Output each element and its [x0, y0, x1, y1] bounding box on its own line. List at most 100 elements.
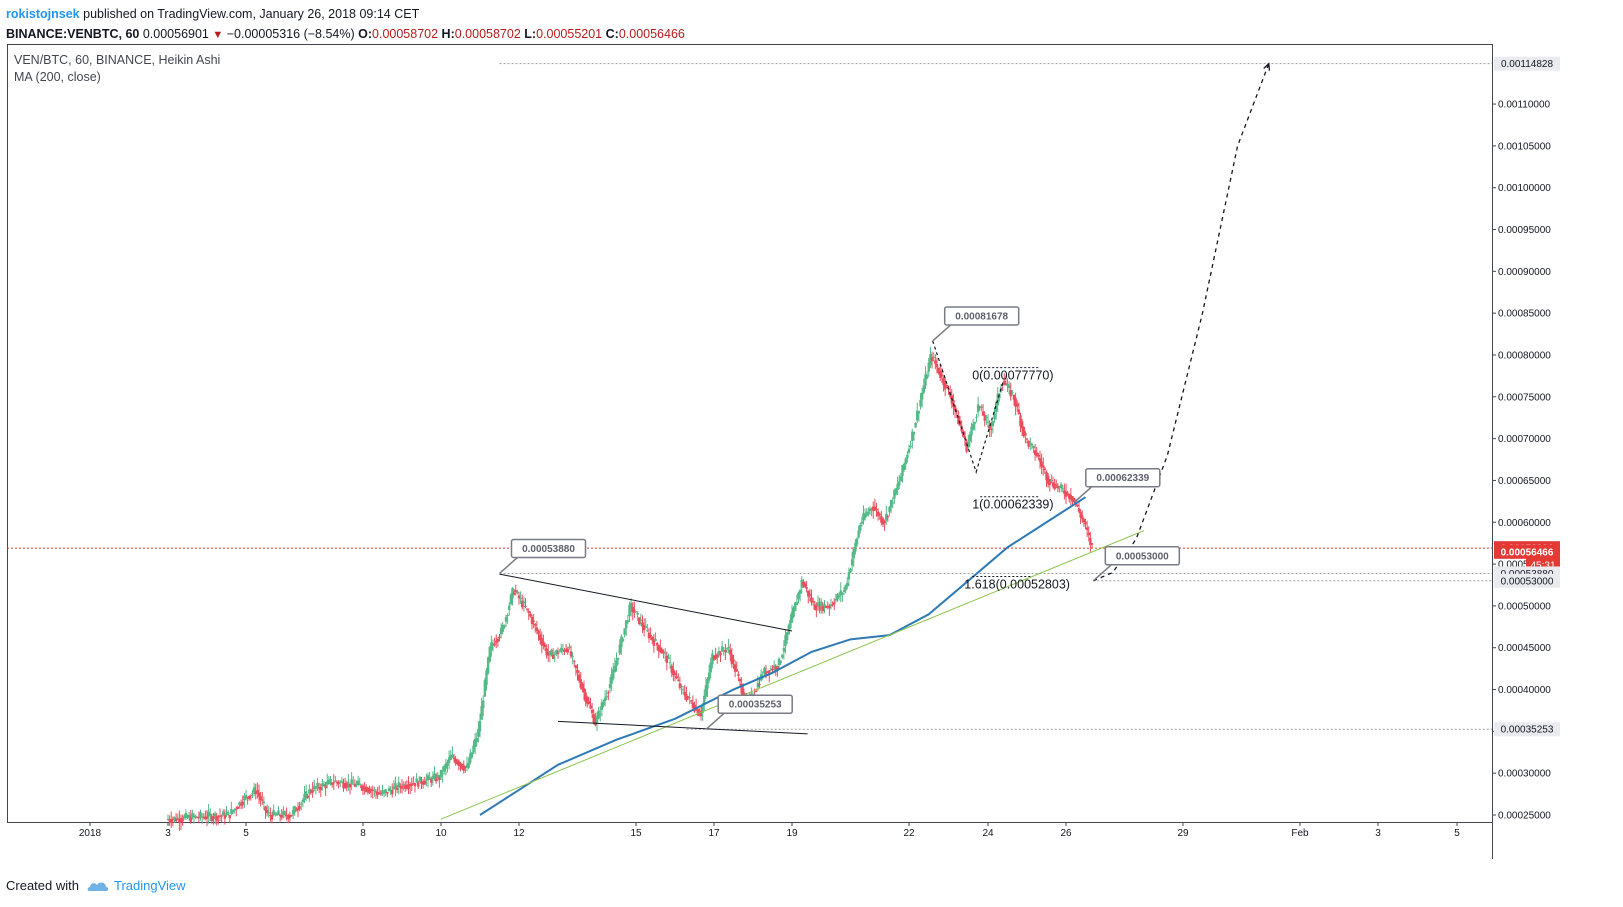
candle-body [192, 816, 196, 818]
candle-body [191, 813, 194, 818]
candle-body [797, 592, 800, 600]
candle-body [599, 713, 602, 715]
candle-body [555, 650, 558, 654]
candle-body [685, 694, 688, 700]
candle-body [991, 421, 995, 427]
candle-body [200, 816, 204, 818]
candle-body [171, 818, 175, 820]
candle-body [763, 667, 766, 674]
candle-body [968, 434, 972, 442]
candle-body [677, 679, 680, 681]
candle-body [690, 700, 693, 702]
candle-body [540, 637, 543, 646]
candle-body [920, 392, 924, 400]
candle-body [912, 431, 916, 435]
candle-body [483, 680, 487, 697]
candle-body [330, 782, 334, 785]
chart-panel[interactable]: 0.000250000.000300000.000350000.00040000… [7, 44, 1563, 859]
price-chart[interactable]: 0.000250000.000300000.000350000.00040000… [7, 44, 1563, 859]
symbol-label: BINANCE:VENBTC, 60 [6, 27, 140, 41]
candle-body [382, 790, 386, 794]
candle-body [418, 776, 422, 782]
x-tick-label: 17 [708, 828, 720, 839]
candle-body [704, 685, 708, 697]
candle-body [842, 590, 846, 592]
candle-body [244, 794, 248, 799]
candle-body [508, 605, 511, 611]
candle-body [634, 611, 638, 613]
candle-body [457, 761, 461, 767]
candle-body [329, 778, 332, 784]
candle-body [756, 682, 760, 688]
indicator-title: MA (200, close) [14, 70, 101, 84]
candle-body [967, 441, 970, 447]
price-axis-label: 0.00056466 [1501, 547, 1554, 558]
candle-body [1045, 472, 1048, 481]
candle-body [404, 785, 407, 789]
candle-body [1069, 495, 1073, 500]
candle-body [930, 357, 934, 361]
triangle-upper-line [499, 573, 793, 632]
candle-body [243, 795, 246, 801]
candle-body [1076, 504, 1079, 507]
candle-body [852, 548, 855, 559]
candle-body [807, 590, 810, 597]
candle-body [184, 813, 188, 818]
candle-body [629, 602, 633, 610]
candle-body [834, 598, 838, 601]
candle-body [267, 812, 270, 814]
candle-body [1046, 475, 1050, 484]
candle-body [925, 374, 929, 379]
candle-body [889, 499, 893, 508]
candle-body [993, 413, 996, 420]
candle-body [839, 590, 842, 596]
candle-body [675, 676, 678, 679]
candle-body [706, 678, 709, 689]
candle-body [485, 670, 488, 685]
candle-body [478, 720, 482, 732]
candle-body [537, 630, 540, 634]
candle-body [465, 764, 469, 768]
candle-body [789, 619, 792, 629]
candle-body [594, 718, 597, 726]
candle-body [803, 583, 807, 588]
candle-body [514, 590, 517, 593]
candle-body [1009, 390, 1012, 397]
y-tick-label: 0.00070000 [1498, 434, 1551, 445]
tradingview-logo[interactable]: TradingView [87, 878, 186, 893]
candle-body [862, 513, 865, 521]
author-link[interactable]: rokistojnsek [6, 7, 80, 21]
candle-body [1006, 383, 1009, 386]
candle-body [287, 815, 290, 820]
candle-body [942, 377, 945, 385]
candle-body [774, 666, 777, 670]
candle-body [464, 766, 467, 768]
candle-body [924, 374, 927, 386]
candle-body [1007, 385, 1011, 388]
candle-body [888, 506, 891, 512]
candle-body [764, 672, 768, 675]
candle-body [971, 423, 975, 430]
candle-body [932, 356, 935, 358]
candle-body [215, 815, 218, 821]
candle-body [649, 634, 652, 637]
candle-body [724, 649, 727, 653]
y-tick-label: 0.00045000 [1498, 643, 1551, 654]
candle-body [664, 652, 667, 654]
candle-body [816, 602, 820, 606]
candle-body [602, 701, 605, 706]
y-tick-label: 0.00110000 [1498, 100, 1551, 111]
candle-body [655, 643, 659, 646]
candle-body [1032, 445, 1035, 448]
price-axis-label: 45:31 [1530, 560, 1555, 571]
candle-body [1043, 468, 1047, 471]
candle-body [207, 811, 210, 817]
candle-body [577, 674, 581, 681]
price-callout-pointer [705, 712, 725, 730]
candle-body [860, 521, 864, 524]
fib-level-label: 0(0.00077770) [972, 369, 1053, 383]
y-tick-label: 0.00060000 [1498, 518, 1551, 529]
candle-body [501, 624, 504, 632]
candle-body [1087, 532, 1090, 535]
candle-body [306, 795, 309, 798]
